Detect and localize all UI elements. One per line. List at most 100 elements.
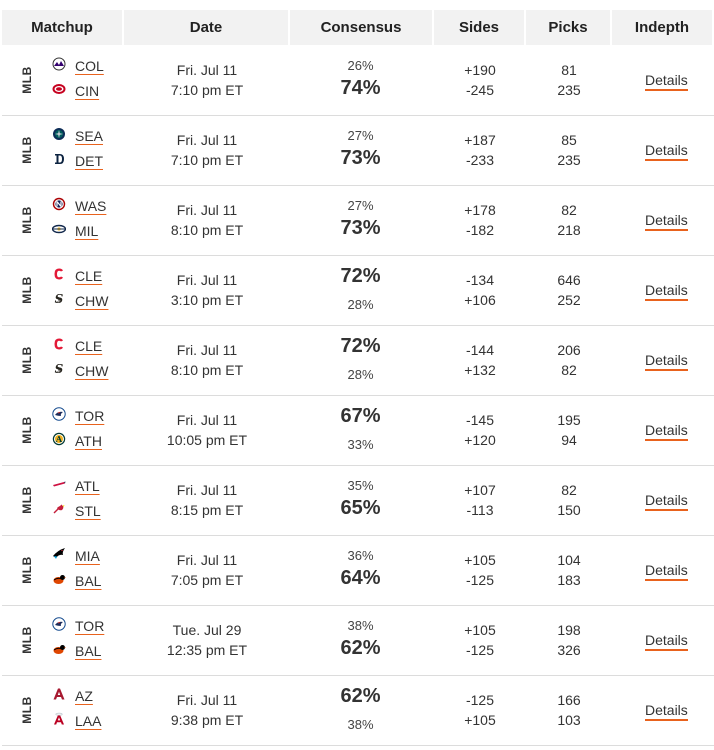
game-date: Fri. Jul 11 [176,132,238,148]
game-date: Fri. Jul 11 [176,202,238,218]
team1-link[interactable]: CLE [75,268,103,284]
game-time: 10:05 pm ET [166,432,248,448]
team2-link[interactable]: BAL [75,573,102,589]
team2-link[interactable]: CHW [75,293,109,309]
team2-link[interactable]: BAL [75,643,102,659]
picks-team2: 235 [557,152,581,168]
consensus-team2: 28% [347,367,374,382]
side-team2: +105 [464,712,496,728]
details-link[interactable]: Details [645,142,688,161]
game-date: Fri. Jul 11 [176,62,238,78]
details-link[interactable]: Details [645,212,688,231]
angels-icon [52,712,66,726]
picks-team2: 218 [557,222,581,238]
league-label: MLB [20,66,34,94]
team2-link[interactable]: LAA [75,713,102,729]
side-team2: -113 [466,502,494,518]
picks-team1: 81 [561,62,577,78]
consensus-team1: 38% [347,618,374,633]
picks-team2: 183 [557,572,581,588]
details-link[interactable]: Details [645,702,688,721]
picks-team1: 646 [557,272,581,288]
game-date: Tue. Jul 29 [172,622,242,638]
details-link[interactable]: Details [645,492,688,511]
team1-link[interactable]: TOR [75,618,105,634]
marlins-icon [52,547,66,561]
table-row: MLB ATL STL Fri. Jul 11 8:15 pm ET 35% 6… [2,465,714,536]
consensus-team1: 27% [347,198,374,213]
consensus-team1: 26% [347,58,374,73]
side-team1: +178 [464,202,496,218]
table-row: MLB SEA DET Fri. Jul 11 7:10 pm ET 27% 7… [2,115,714,186]
team2-link[interactable]: CIN [75,83,100,99]
game-time: 9:38 pm ET [170,712,244,728]
table-row: MLB MIA BAL Fri. Jul 11 7:05 pm ET 36% 6… [2,535,714,606]
team1-link[interactable]: AZ [75,688,93,704]
consensus-team2: 74% [340,77,381,99]
table-row: MLB TOR BAL Tue. Jul 29 12:35 pm ET 38% … [2,605,714,676]
details-link[interactable]: Details [645,632,688,651]
league-label: MLB [20,276,34,304]
team2-link[interactable]: DET [75,153,103,169]
consensus-team1: 62% [340,685,381,707]
header-date: Date [124,10,288,45]
details-link[interactable]: Details [645,422,688,441]
game-date: Fri. Jul 11 [176,552,238,568]
side-team2: +106 [464,292,496,308]
team2-link[interactable]: STL [75,503,101,519]
orioles-icon [52,642,66,656]
side-team1: +190 [464,62,496,78]
team2-link[interactable]: MIL [75,223,99,239]
braves-icon [52,477,66,491]
brewers-icon [52,222,66,236]
team1-link[interactable]: COL [75,58,104,74]
picks-team1: 82 [561,482,577,498]
consensus-team1: 72% [340,335,381,357]
svg-text:S: S [55,362,64,376]
league-label: MLB [20,416,34,444]
details-link[interactable]: Details [645,562,688,581]
details-link[interactable]: Details [645,72,688,91]
game-date: Fri. Jul 11 [176,342,238,358]
team1-link[interactable]: SEA [75,128,104,144]
consensus-team1: 36% [347,548,374,563]
game-time: 8:10 pm ET [170,362,244,378]
details-link[interactable]: Details [645,352,688,371]
team2-link[interactable]: ATH [75,433,102,449]
picks-team1: 198 [557,622,581,638]
side-team2: -245 [465,82,495,98]
side-team1: +107 [464,482,496,498]
side-team1: +187 [464,132,496,148]
team1-link[interactable]: TOR [75,408,105,424]
picks-team2: 94 [561,432,577,448]
game-time: 7:10 pm ET [170,82,244,98]
table-row: MLB A TOR ATH Fri. Jul 11 10:05 pm ET 67… [2,395,714,466]
picks-team2: 150 [557,502,581,518]
team1-link[interactable]: MIA [75,548,100,564]
team2-link[interactable]: CHW [75,363,109,379]
picks-team2: 82 [561,362,577,378]
game-time: 7:05 pm ET [170,572,244,588]
game-date: Fri. Jul 11 [176,272,238,288]
header-picks: Picks [526,10,610,45]
consensus-team1: 67% [340,405,381,427]
picks-team1: 195 [557,412,581,428]
team1-link[interactable]: CLE [75,338,103,354]
picks-team2: 252 [557,292,581,308]
picks-team2: 235 [557,82,581,98]
consensus-team2: 38% [347,717,374,732]
svg-text:x: x [57,296,61,304]
details-link[interactable]: Details [645,282,688,301]
league-label: MLB [20,346,34,374]
league-label: MLB [20,556,34,584]
picks-team1: 82 [561,202,577,218]
consensus-team1: 72% [340,265,381,287]
consensus-team2: 73% [340,147,381,169]
team1-link[interactable]: ATL [75,478,100,494]
guardians-icon [52,267,66,281]
header-matchup: Matchup [2,10,122,45]
picks-team2: 326 [557,642,581,658]
team1-link[interactable]: WAS [75,198,107,214]
